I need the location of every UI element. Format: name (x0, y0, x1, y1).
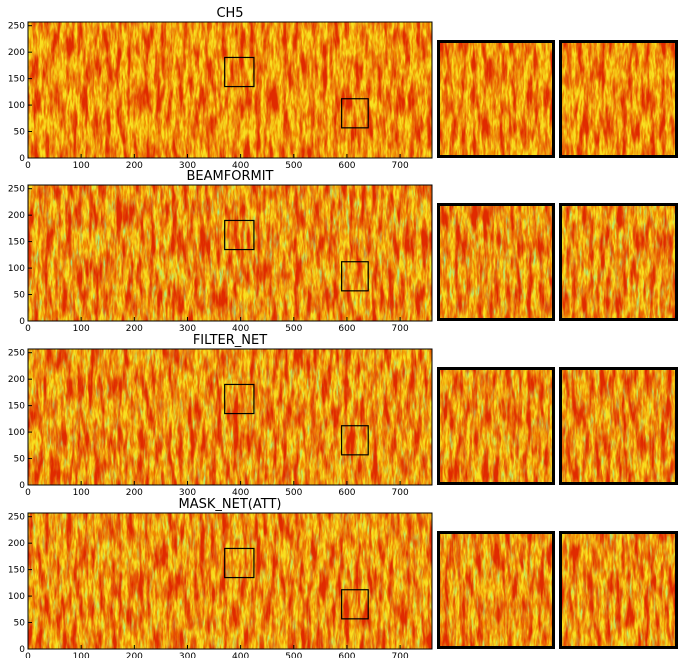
x-tick-label: 700 (392, 652, 409, 658)
y-tick-label: 100 (8, 592, 25, 602)
y-tick-label: 50 (14, 619, 26, 629)
x-tick-label: 300 (179, 652, 196, 658)
x-tick-label: 500 (285, 161, 302, 171)
spectrogram-red (437, 203, 555, 321)
panel-title: MASK_NET(ATT) (179, 497, 282, 512)
x-tick-label: 100 (73, 161, 90, 171)
y-tick-label: 150 (8, 75, 25, 85)
x-tick-label: 0 (25, 324, 31, 334)
x-tick-label: 700 (392, 324, 409, 334)
x-tick-label: 600 (338, 161, 355, 171)
y-tick-label: 100 (8, 101, 25, 111)
x-tick-label: 700 (392, 488, 409, 498)
y-tick-label: 200 (8, 211, 25, 221)
spectrogram-red (559, 531, 678, 649)
x-tick-label: 500 (285, 488, 302, 498)
x-tick-label: 0 (25, 161, 31, 171)
spectrogram-red (28, 22, 432, 158)
spectrogram-red (559, 203, 678, 321)
y-tick-label: 200 (8, 375, 25, 385)
y-tick-label: 250 (8, 22, 25, 32)
y-tick-label: 150 (8, 566, 25, 576)
x-tick-label: 700 (392, 161, 409, 171)
x-tick-label: 200 (126, 652, 143, 658)
y-tick-label: 0 (19, 317, 25, 327)
y-tick-label: 100 (8, 428, 25, 438)
y-tick-label: 250 (8, 185, 25, 195)
y-tick-label: 0 (19, 645, 25, 655)
y-tick-label: 100 (8, 264, 25, 274)
panel-title: CH5 (216, 6, 243, 21)
y-tick-label: 150 (8, 402, 25, 412)
y-tick-label: 0 (19, 481, 25, 491)
spectrogram-red (28, 185, 432, 321)
y-tick-label: 150 (8, 238, 25, 248)
x-tick-label: 600 (338, 488, 355, 498)
x-tick-label: 100 (73, 652, 90, 658)
spectrogram-red (28, 349, 432, 485)
spectrogram-red (437, 531, 555, 649)
spectrogram-red (28, 513, 432, 649)
figure: CH50100200300400500600700050100150200250… (0, 0, 680, 658)
y-tick-label: 50 (14, 455, 26, 465)
y-tick-label: 200 (8, 48, 25, 58)
spectrogram-red (559, 367, 678, 485)
spectrogram-red (559, 40, 678, 158)
panel: MASK_NET(ATT) 0 100 200 300 400 500 600 700 0 50 10… (8, 497, 678, 658)
x-tick-label: 600 (338, 652, 355, 658)
y-tick-label: 50 (14, 128, 26, 138)
y-tick-label: 200 (8, 539, 25, 549)
x-tick-label: 200 (126, 161, 143, 171)
x-tick-label: 0 (25, 488, 31, 498)
y-tick-label: 250 (8, 513, 25, 523)
x-tick-label: 100 (73, 488, 90, 498)
x-tick-label: 600 (338, 324, 355, 334)
x-tick-label: 200 (126, 324, 143, 334)
x-tick-label: 500 (285, 324, 302, 334)
y-tick-label: 0 (19, 154, 25, 164)
spectrogram-red (437, 40, 555, 158)
panel-title: BEAMFORMIT (187, 169, 274, 184)
y-tick-label: 50 (14, 291, 26, 301)
x-tick-label: 0 (25, 652, 31, 658)
y-tick-label: 250 (8, 349, 25, 359)
x-tick-label: 400 (232, 652, 249, 658)
panel-title: FILTER_NET (193, 333, 267, 348)
x-tick-label: 500 (285, 652, 302, 658)
spectrogram-red (437, 367, 555, 485)
x-tick-label: 200 (126, 488, 143, 498)
x-tick-label: 100 (73, 324, 90, 334)
